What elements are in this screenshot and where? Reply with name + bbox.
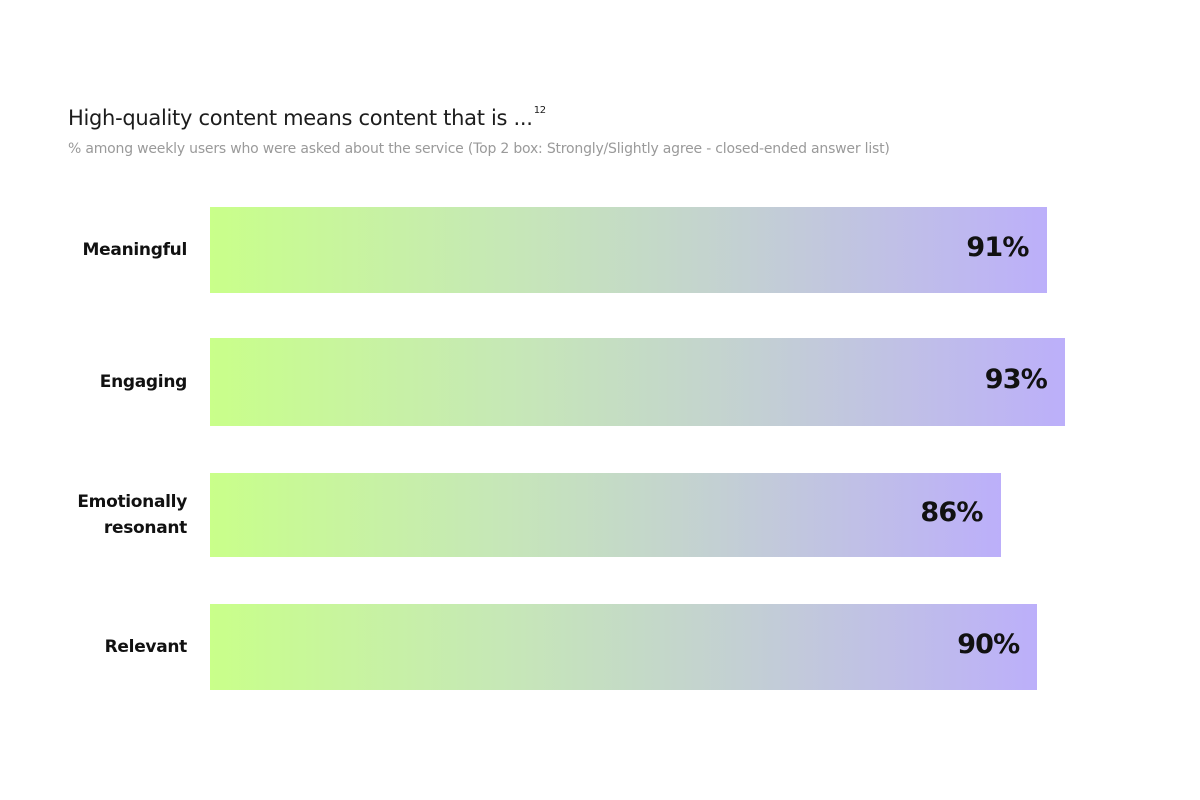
category-label: Engaging xyxy=(99,369,188,395)
chart-subtitle: % among weekly users who were asked abou… xyxy=(68,141,890,157)
category-label: Meaningful xyxy=(82,237,188,263)
bar xyxy=(210,207,1047,293)
bar xyxy=(210,604,1038,690)
bar-value-label: 90% xyxy=(957,629,1020,660)
category-label-line: Engaging xyxy=(99,372,188,392)
category-label-line: Emotionally xyxy=(77,492,187,512)
chart-title-footnote: 12 xyxy=(533,105,546,116)
category-label: Relevant xyxy=(104,634,188,660)
chart-title-text: High-quality content means content that … xyxy=(68,106,533,130)
category-label-line: Meaningful xyxy=(82,240,188,260)
bar xyxy=(210,473,1001,557)
bar-value-label: 93% xyxy=(984,364,1048,395)
bar-value-label: 86% xyxy=(920,497,983,528)
category-label-line: Relevant xyxy=(104,637,188,657)
chart-title: High-quality content means content that … xyxy=(68,105,546,130)
bar-value-label: 91% xyxy=(966,232,1029,263)
category-label-line: resonant xyxy=(103,518,187,538)
bar xyxy=(210,338,1065,426)
category-label: Emotionally resonant xyxy=(77,489,187,541)
